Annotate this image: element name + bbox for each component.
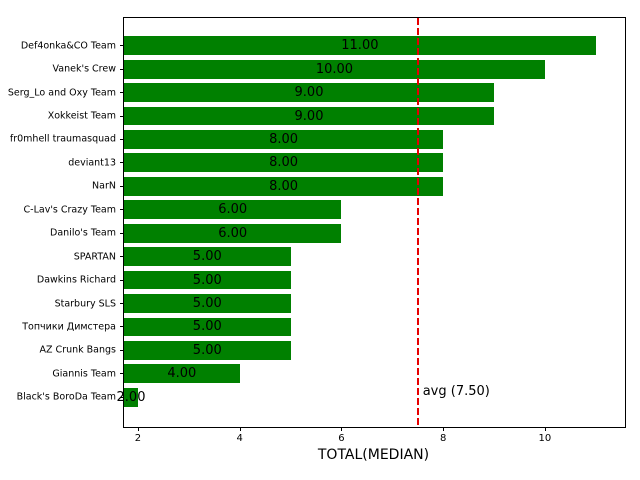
bar-value-label: 11.00 <box>341 38 379 54</box>
x-tick-label: 4 <box>236 433 243 444</box>
bar-row: fr0mhell traumasquad 8.00 <box>10 128 625 151</box>
x-tick-label: 2 <box>134 433 142 444</box>
category-label: AZ Crunk Bangs <box>39 344 116 356</box>
bar-value-label: 5.00 <box>192 296 222 311</box>
average-line-label: avg (7.50) <box>422 384 490 399</box>
bar: 9.00 <box>124 106 495 126</box>
category-label: Danilo's Team <box>50 227 116 239</box>
category-label: NarN <box>92 180 116 192</box>
x-tick-mark <box>341 427 343 431</box>
y-tick-mark <box>120 68 124 70</box>
y-tick-mark <box>120 162 124 164</box>
category-label: fr0mhell traumasquad <box>9 133 116 145</box>
bar-row: NarN 8.00 <box>92 175 625 198</box>
y-tick-mark <box>120 373 124 375</box>
bar: 6.00 <box>124 223 342 243</box>
bar: 5.00 <box>124 294 291 313</box>
bars-container: Def4onka&CO Team 11.00 Vanek's Crew 10.00 Se… <box>8 18 625 427</box>
y-tick-mark <box>120 326 124 328</box>
category-label: Giannis Team <box>52 368 116 380</box>
category-label: Xokkeist Team <box>47 110 116 122</box>
bar: 5.00 <box>124 340 291 360</box>
category-label: Def4onka&CO Team <box>20 40 116 52</box>
y-tick-mark <box>120 92 124 94</box>
bar: 9.00 <box>124 83 495 102</box>
bar-value-label: 9.00 <box>294 85 324 101</box>
bar-row: C-Lav's Crazy Team 6.00 <box>24 198 625 221</box>
bar-value-label: 9.00 <box>294 108 324 124</box>
y-tick-mark <box>120 138 124 140</box>
y-tick-mark <box>120 256 124 258</box>
bar-value-label: 2.00 <box>116 389 146 405</box>
x-tick-mark <box>239 427 241 431</box>
bar-row: Black's BoroDa Team 2.00 <box>17 386 625 409</box>
bar-row: Starbury SLS 5.00 <box>55 292 625 315</box>
category-label: Black's BoroDa Team <box>16 391 116 403</box>
bar-row: Xokkeist Team 9.00 <box>48 104 625 127</box>
average-line <box>416 18 419 427</box>
bar: 5.00 <box>124 270 291 290</box>
bar: 8.00 <box>124 176 444 196</box>
bar-value-label: 5.00 <box>192 272 222 288</box>
bar-row: SPARTAN 5.00 <box>74 245 625 268</box>
bar-value-label: 5.00 <box>192 319 222 335</box>
y-tick-mark <box>120 45 124 47</box>
y-tick-mark <box>120 396 124 398</box>
bar-row: Danilo's Team 6.00 <box>50 222 625 245</box>
bar: 8.00 <box>124 153 444 173</box>
bar: 2.00 <box>117 387 145 407</box>
bar-value-label: 6.00 <box>218 202 248 218</box>
bar-value-label: 4.00 <box>167 366 197 382</box>
bar-value-label: 8.00 <box>269 131 299 147</box>
x-tick-mark <box>443 427 445 431</box>
category-label: deviant13 <box>68 157 116 169</box>
x-tick-label: 10 <box>538 433 552 444</box>
y-tick-mark <box>120 349 124 351</box>
bar-value-label: 6.00 <box>218 225 248 241</box>
bar-row: Dawkins Richard 5.00 <box>37 268 625 291</box>
bar-value-label: 5.00 <box>192 342 222 358</box>
x-tick-label: 8 <box>439 433 447 444</box>
bar-row: deviant13 8.00 <box>68 151 625 174</box>
x-axis-title: TOTAL(MEDIAN) <box>317 447 430 463</box>
bar-row: AZ Crunk Bangs 5.00 <box>40 339 625 362</box>
y-tick-mark <box>120 209 124 211</box>
y-tick-mark <box>120 232 124 234</box>
bar-row: Def4onka&CO Team 11.00 <box>21 34 625 57</box>
bar-value-label: 8.00 <box>269 155 299 171</box>
bar: 8.00 <box>124 130 444 149</box>
bar-value-label: 8.00 <box>269 178 299 194</box>
category-label: Starbury SLS <box>54 298 116 310</box>
y-tick-mark <box>120 303 124 305</box>
category-label: Топчики Димстера <box>22 321 116 333</box>
category-label: SPARTAN <box>73 251 116 263</box>
bar: 11.00 <box>124 36 596 56</box>
category-label: Dawkins Richard <box>36 274 116 286</box>
bar: 10.00 <box>124 59 545 79</box>
bar-row: Топчики Димстера 5.00 <box>22 315 625 338</box>
bar: 6.00 <box>124 200 342 220</box>
bar: 5.00 <box>124 317 291 337</box>
bar-value-label: 10.00 <box>315 61 354 77</box>
y-tick-mark <box>120 115 124 117</box>
plot-area: Def4onka&CO Team 11.00 Vanek's Crew 10.00 Se… <box>8 17 626 444</box>
x-tick-mark <box>544 427 546 431</box>
bar-row: Vanek's Crew 10.00 <box>53 57 625 80</box>
x-tick-label: 6 <box>338 433 345 444</box>
x-tick-mark <box>137 427 139 431</box>
bar-value-label: 5.00 <box>192 249 222 265</box>
category-label: C-Lav's Crazy Team <box>23 204 116 216</box>
category-label: Serg_Lo and Oxy Team <box>7 87 116 99</box>
category-label: Vanek's Crew <box>52 63 116 75</box>
y-tick-mark <box>120 279 124 281</box>
bar: 5.00 <box>124 247 291 267</box>
bar-row: Serg_Lo and Oxy Team 9.00 <box>8 81 625 104</box>
bar-row: Giannis Team 4.00 <box>52 362 625 385</box>
bar: 4.00 <box>124 364 240 384</box>
y-tick-mark <box>120 185 124 187</box>
